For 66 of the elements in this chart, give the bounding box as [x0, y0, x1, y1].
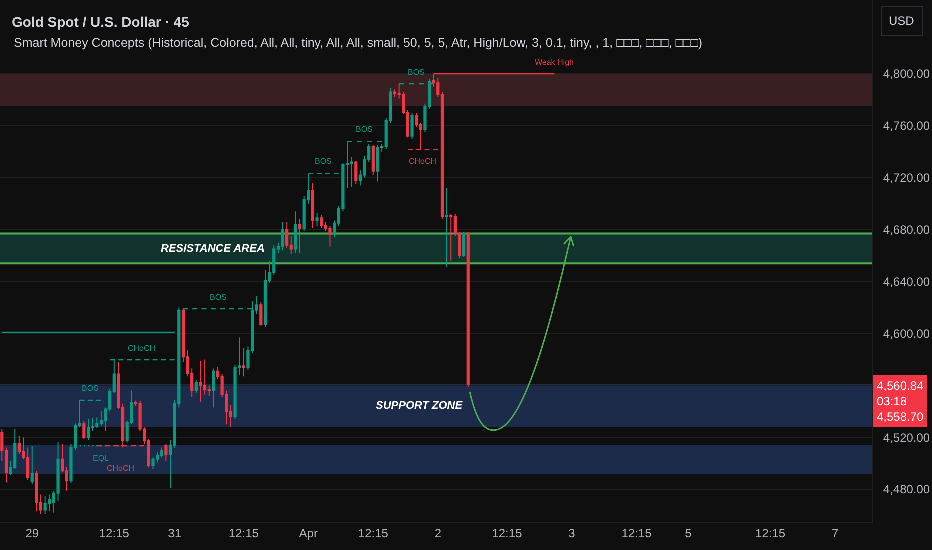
y-tick-label: 4,760.00 [883, 119, 930, 134]
series-label: CHoCH [128, 344, 156, 353]
x-tick-label: 12:15 [228, 526, 260, 540]
x-tick-label: Apr [299, 526, 318, 540]
candlestick [82, 420, 86, 440]
candlestick [311, 182, 315, 230]
candlestick [445, 188, 448, 268]
candlestick [212, 368, 216, 408]
x-tick-label: 2 [434, 526, 442, 540]
candlestick [466, 232, 470, 388]
x-tick-label: 29 [26, 526, 40, 540]
y-tick-label: 4,600.00 [883, 326, 930, 341]
candlestick [450, 214, 453, 262]
series-label: CHoCH [409, 157, 437, 166]
series-label: EQL [93, 454, 110, 463]
text: 4,560.84 [877, 379, 924, 393]
candlestick [44, 496, 47, 515]
series-label: Weak High [535, 58, 574, 67]
series-label: BOS [82, 384, 99, 393]
series-label: BOS [315, 157, 332, 166]
candlestick [372, 144, 375, 176]
candlestick [294, 211, 298, 254]
x-tick-label: 12:15 [622, 526, 652, 540]
text: 4,558.70 [877, 410, 924, 424]
candlestick [298, 218, 302, 254]
x-tick-label: 3 [568, 526, 576, 540]
candlestick [354, 160, 358, 185]
candlestick [86, 418, 90, 441]
y-tick-label: 4,680.00 [883, 223, 930, 238]
candlestick [320, 215, 324, 230]
band-label: SUPPORT ZONE [376, 400, 464, 412]
candlestick [281, 222, 284, 252]
y-axis-title: USD [889, 14, 915, 28]
candlestick [30, 446, 34, 485]
x-tick-label: 12:15 [492, 526, 523, 540]
x-tick-label: 5 [685, 526, 692, 540]
candlestick [194, 380, 198, 394]
x-tick-label: 12:15 [99, 526, 130, 540]
candlestick [260, 302, 263, 326]
y-tick-label: 4,720.00 [883, 171, 930, 186]
candlestick [316, 212, 319, 226]
text: CHoCH [107, 464, 135, 473]
candlestick [199, 360, 202, 404]
series-label: BOS [210, 293, 227, 302]
x-tick-label: 31 [168, 526, 182, 540]
candlestick [48, 494, 52, 512]
text: Gold Spot / U.S. Dollar · 45 [12, 14, 190, 30]
candlestick [376, 144, 380, 182]
x-tick-label: 12:15 [358, 526, 389, 540]
candlestick [164, 444, 168, 462]
y-tick-label: 4,480.00 [883, 482, 930, 497]
y-tick-label: 4,520.00 [883, 430, 930, 445]
candlestick [462, 232, 466, 258]
text: Smart Money Concepts (Historical, Colored, All, All, tiny, All, All, small, 50, 5, 5, Atr, High/Low, 3, 0.1, tiny, , 1, □□□, □□□, □□□) [14, 36, 703, 50]
y-tick-label: 4,640.00 [883, 274, 930, 289]
candlestick [242, 348, 246, 378]
candlestick [328, 225, 332, 248]
candlestick [410, 112, 414, 140]
band-label: RESISTANCE AREA [161, 243, 265, 255]
series-label: BOS [356, 125, 373, 134]
candlestick [35, 470, 38, 512]
y-tick-label: 4,800.00 [883, 67, 930, 82]
series-label: BOS [408, 68, 425, 77]
x-tick-label: 7 [832, 526, 839, 540]
text: 03:18 [877, 394, 908, 409]
x-tick-label: 12:15 [756, 526, 786, 540]
